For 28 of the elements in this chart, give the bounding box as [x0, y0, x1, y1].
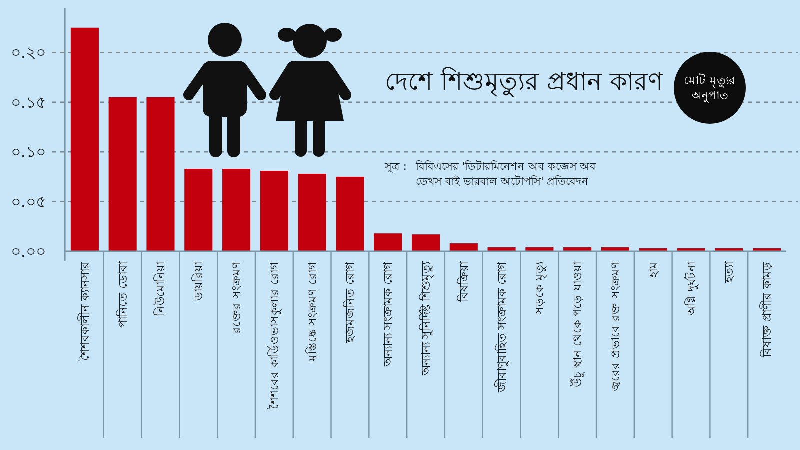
x-tick-label: রক্তের সংক্রমণ: [230, 261, 244, 335]
x-tick-label: হত্যা: [722, 261, 736, 284]
x-tick-label: নিউমোনিয়া: [154, 261, 168, 317]
x-tick-label: পানিতে ডোবা: [116, 261, 130, 328]
y-axis-title: মোট মৃত্যুর অনুপাত: [684, 74, 736, 104]
x-tick-label: অন্যান্য সংক্রামক রোগ: [381, 261, 396, 368]
y-tick-label: ০.০৫: [10, 192, 46, 212]
x-tick-label: উঁচু স্থান থেকে পড়ে যাওয়া: [570, 261, 586, 388]
x-tick-label: অগ্নি দুর্ঘটনা: [684, 261, 700, 317]
x-tick-label: ডায়রিয়া: [192, 261, 206, 302]
x-tick-label: বিষাক্ত প্রাণীর কামড়: [760, 262, 774, 359]
y-tick-label: ০.২০: [10, 43, 46, 62]
x-tick-label: সড়কে মৃত্যু: [532, 261, 548, 316]
x-tick-label: শৈশবকালীন ক্যানসার: [78, 262, 92, 361]
x-tick-label: হাম: [646, 262, 660, 279]
x-tick-label: মস্তিষ্কে সংক্রমণ রোগ: [305, 261, 320, 363]
annotation: বিবিএসের 'ডিটারমিনেশন অব কজেস অব ডেথস বাই ভারবাল অটোপসি' প্রতিবেদন: [415, 160, 598, 188]
y-tick-label: ০.১০: [10, 142, 46, 162]
x-tick-label: জীবাণুবাহিত সংক্রামক রোগ: [494, 261, 510, 394]
x-tick-label: জ্বরের প্রভাবে রক্ত সংক্রমণ: [608, 261, 622, 392]
y-tick-label: ০.০০: [10, 242, 46, 261]
x-tick-label: বিষক্রিয়া: [456, 261, 471, 303]
annotation: সূত্র :: [384, 161, 407, 173]
x-tick-label: হজমজনিত রোগ: [343, 261, 358, 344]
x-tick-label: অন্যান্য সুনির্দিষ্ট শিশুমৃত্যু: [419, 261, 434, 377]
x-tick-label: শৈশবের কার্ডিওভাসকুলার রোগ: [267, 261, 282, 410]
y-tick-label: ০.১৫: [10, 92, 46, 112]
text: দেশে শিশুমৃত্যুর প্রধান কারণ: [385, 67, 664, 98]
